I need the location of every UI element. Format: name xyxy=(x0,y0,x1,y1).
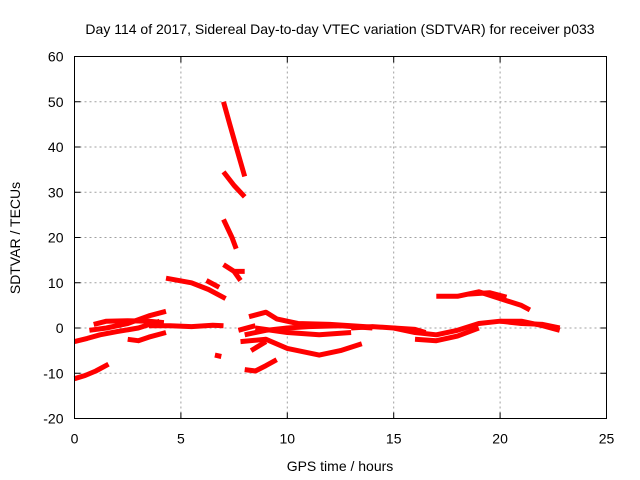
y-tick-label: 0 xyxy=(56,320,64,336)
series-track-14 xyxy=(232,269,243,282)
series-track-3 xyxy=(89,308,167,333)
y-tick-label: 30 xyxy=(48,184,64,200)
chart-title: Day 114 of 2017, Sidereal Day-to-day VTE… xyxy=(85,21,594,37)
y-tick-label: 10 xyxy=(48,275,64,291)
series-track-26 xyxy=(468,290,508,300)
x-tick-labels: 0 5 10 15 20 25 xyxy=(71,431,615,447)
series-track-21 xyxy=(244,357,278,374)
x-axis-label: GPS time / hours xyxy=(287,458,394,474)
x-tick-label: 25 xyxy=(599,431,615,447)
x-tick-label: 5 xyxy=(177,431,185,447)
y-tick-label: 40 xyxy=(48,139,64,155)
y-tick-label: -20 xyxy=(43,411,63,427)
y-tick-label: 20 xyxy=(48,230,64,246)
x-tick-label: 20 xyxy=(492,431,508,447)
series-track-1 xyxy=(73,318,161,345)
series-track-5 xyxy=(127,330,167,344)
y-tick-label: -10 xyxy=(43,365,63,381)
y-tick-label: 50 xyxy=(48,94,64,110)
series-track-6 xyxy=(149,322,224,330)
series-track-11 xyxy=(221,170,247,199)
series-track-20 xyxy=(249,339,268,353)
x-tick-label: 10 xyxy=(280,431,296,447)
x-tick-label: 15 xyxy=(386,431,402,447)
series-track-2 xyxy=(93,318,165,327)
series-track-10 xyxy=(221,101,248,178)
series-track-18 xyxy=(255,325,352,338)
series-track-27 xyxy=(499,318,561,331)
y-axis-label: SDTVAR / TECUs xyxy=(7,182,23,294)
x-tick-label: 0 xyxy=(71,431,79,447)
series-track-9 xyxy=(214,352,222,359)
series-track-4 xyxy=(73,361,110,382)
y-tick-label: 60 xyxy=(48,49,64,65)
data-series xyxy=(73,101,561,382)
series-track-12 xyxy=(221,218,239,250)
series-track-24 xyxy=(414,325,480,344)
y-tick-labels: -20 -10 0 10 20 30 40 50 60 xyxy=(43,49,63,427)
series-track-19 xyxy=(240,336,363,358)
series-track-7 xyxy=(165,275,227,301)
plot-frame xyxy=(74,56,607,419)
series-track-15 xyxy=(237,323,257,333)
series-track-8 xyxy=(205,278,221,290)
